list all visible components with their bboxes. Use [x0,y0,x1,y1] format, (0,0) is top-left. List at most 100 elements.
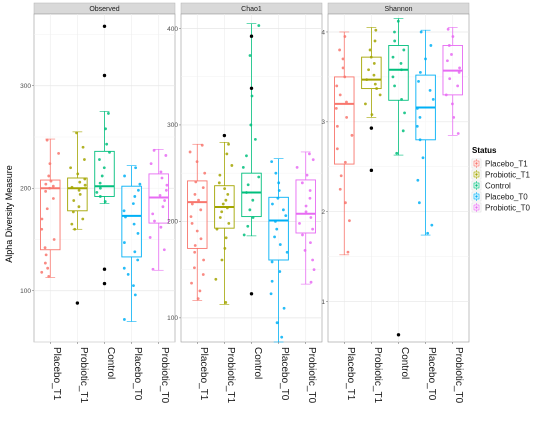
data-point [199,208,203,212]
data-point [83,183,87,187]
data-point [274,171,278,175]
data-point [217,181,221,185]
y-tick-label: 3 [321,119,325,126]
data-point [51,184,55,188]
data-point [428,88,432,92]
data-point [198,289,202,293]
data-point [431,97,435,101]
data-point [308,189,312,192]
box-body [121,185,142,258]
legend: Status Placebo_T1Probiotic_T1ControlPlac… [471,146,530,212]
box-probiotic-t1 [214,133,235,305]
y-tick-label: 400 [167,26,178,33]
x-tick-label: Control [105,347,116,379]
data-point [250,94,254,98]
legend-entry-probiotic-t1: Probiotic_T1 [471,169,530,179]
data-point [48,186,52,190]
box-placebo-t1 [40,138,61,278]
data-point [451,35,455,38]
data-point [344,201,347,205]
data-point [367,68,370,72]
data-point [188,150,192,154]
data-point [452,115,456,119]
x-tick-label: Probiotic_T1 [225,347,236,404]
data-point [193,250,197,254]
data-point [45,138,49,142]
data-point [270,260,274,264]
data-point [311,158,315,162]
data-point [72,199,76,202]
data-point [311,227,315,231]
box-probiotic-t1 [67,131,88,305]
data-point [220,210,224,214]
outlier-point [102,281,107,286]
data-point [122,209,126,213]
box-body [94,150,115,197]
box-body [388,45,409,101]
data-point [402,48,406,52]
legend-key-point [475,206,478,209]
data-point [159,170,163,174]
data-point [364,102,367,106]
data-point [277,181,281,185]
data-point [270,160,274,164]
data-point [48,162,52,166]
data-point [83,158,86,161]
data-point [403,111,406,115]
data-point [334,106,338,110]
data-point [246,183,250,187]
data-point [149,162,153,166]
data-point [401,129,405,133]
data-point [417,201,421,205]
data-point [399,62,403,65]
data-point [275,227,279,231]
legend-key-point [475,162,478,165]
data-point [338,48,342,52]
data-point [311,258,315,262]
data-point [203,171,207,175]
box-placebo-t0 [268,158,289,343]
data-point [46,266,50,270]
x-tick-label: Probiotic_T1 [78,347,89,404]
data-point [153,219,156,223]
box-body [241,172,262,218]
data-point [249,123,253,127]
data-point [338,187,342,191]
legend-entry-probiotic-t0: Probiotic_T0 [471,202,530,212]
x-tick-label: Placebo_T0 [426,347,437,401]
panel-chao1: Chao1 100 200 300 400 Placebo_T1 Probiotic_T1 C… [167,2,323,404]
x-tick-label: Placebo_T0 [279,347,290,401]
data-point [224,301,228,304]
data-point [43,246,47,250]
data-point [372,62,376,65]
box-body [187,180,208,249]
box-body [40,179,61,251]
data-point [77,205,81,209]
data-point [248,54,252,57]
data-point [242,233,246,237]
outlier-point [102,73,107,78]
data-point [83,177,87,181]
data-point [44,182,48,186]
data-point [201,273,205,276]
data-point [269,292,273,296]
data-point [221,202,225,206]
data-point [274,220,277,223]
box-body [148,173,169,224]
box-control [388,18,409,337]
data-point [102,166,106,170]
data-point [194,180,198,184]
data-point [251,216,255,219]
data-point [107,112,110,115]
x-tick-label: Control [399,347,410,379]
x-tick-label: Probiotic_T0 [453,347,464,404]
data-point [418,138,422,142]
data-point [284,214,288,218]
data-point [78,180,82,184]
data-point [126,272,130,276]
data-point [365,78,369,81]
data-point [303,248,307,252]
data-point [251,198,255,202]
legend-label: Probiotic_T0 [485,203,530,212]
